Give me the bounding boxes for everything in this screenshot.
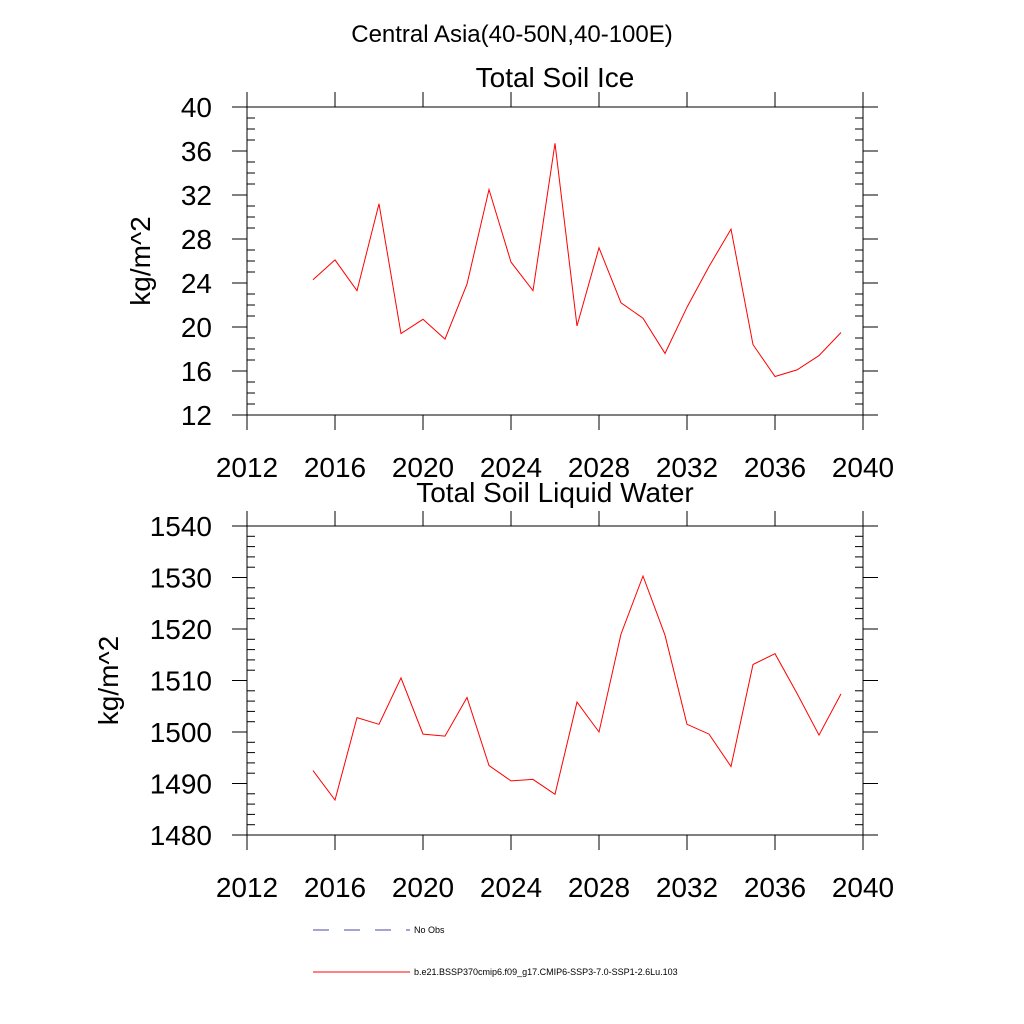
- x-tick-label: 2028: [568, 872, 630, 903]
- y-tick-label: 1500: [150, 717, 212, 748]
- legend: No Obs b.e21.BSSP370cmip6.f09_g17.CMIP6-…: [313, 925, 678, 977]
- y-tick-label: 32: [181, 180, 212, 211]
- y-tick-label: 16: [181, 356, 212, 387]
- y-tick-label: 36: [181, 136, 212, 167]
- y-tick-label: 1490: [150, 769, 212, 800]
- y-tick-label: 28: [181, 224, 212, 255]
- x-tick-label: 2016: [304, 452, 366, 483]
- series-line: [312, 143, 842, 378]
- y-tick-label: 24: [181, 268, 212, 299]
- y-axis-label: kg/m^2: [93, 636, 124, 725]
- y-tick-label: 1540: [150, 511, 212, 542]
- y-tick-label: 40: [181, 92, 212, 123]
- series-line: [312, 574, 842, 802]
- x-tick-label: 2032: [656, 872, 718, 903]
- plot-frame: [246, 525, 864, 836]
- x-tick-label: 2040: [832, 872, 894, 903]
- legend-label-model: b.e21.BSSP370cmip6.f09_g17.CMIP6-SSP3-7.…: [414, 967, 678, 977]
- figure-title: Central Asia(40-50N,40-100E): [351, 21, 673, 48]
- chart-title: Total Soil Ice: [476, 62, 635, 93]
- x-tick-label: 2016: [304, 872, 366, 903]
- legend-label-no-obs: No Obs: [414, 925, 445, 935]
- x-tick-label: 2024: [480, 452, 542, 483]
- plot-frame: [246, 106, 864, 416]
- y-tick-label: 1520: [150, 614, 212, 645]
- y-tick-label: 1530: [150, 563, 212, 594]
- x-tick-label: 2036: [744, 872, 806, 903]
- x-tick-label: 2036: [744, 452, 806, 483]
- y-tick-label: 1480: [150, 820, 212, 851]
- x-tick-label: 2012: [216, 872, 278, 903]
- x-tick-label: 2012: [216, 452, 278, 483]
- y-tick-label: 12: [181, 400, 212, 431]
- y-tick-label: 1510: [150, 666, 212, 697]
- x-tick-label: 2024: [480, 872, 542, 903]
- y-axis-label: kg/m^2: [125, 216, 156, 305]
- x-tick-label: 2028: [568, 452, 630, 483]
- x-tick-label: 2032: [656, 452, 718, 483]
- panel-total-soil-liquid-water: 1480 1490 1500 1510 1520 1530 1540 2012 2016 2020…: [93, 477, 894, 903]
- chart-title: Total Soil Liquid Water: [416, 477, 694, 508]
- x-tick-label: 2020: [392, 872, 454, 903]
- x-tick-label: 2020: [392, 452, 454, 483]
- y-tick-label: 20: [181, 312, 212, 343]
- x-tick-label: 2040: [832, 452, 894, 483]
